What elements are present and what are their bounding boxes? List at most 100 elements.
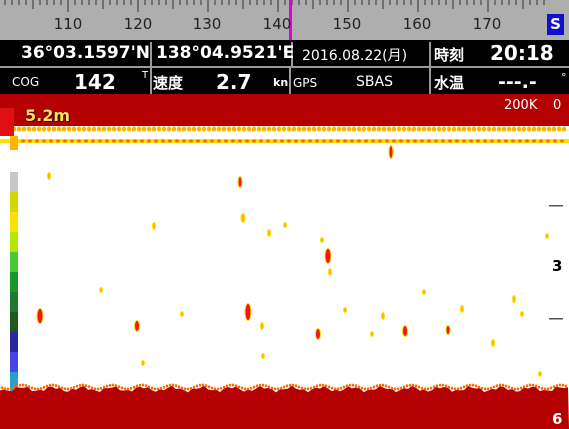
seabed-edge-dot [36,387,40,391]
surface-noise-dot [63,139,67,143]
seabed-edge-dot [426,387,430,391]
surface-noise-dot [532,139,536,143]
seabed-edge-dot [273,387,277,391]
surface-noise-dot [296,126,302,132]
seabed-edge-dot [219,386,223,390]
compass-label-170: 170 [472,15,502,33]
surface-noise-dot [49,139,53,143]
surface-noise-dot [421,126,427,132]
seabed-edge-dot [468,383,472,387]
surface-noise-dot [413,139,417,143]
fish-echo [241,214,245,222]
seabed-edge-dot [507,385,511,389]
seabed-edge-dot [186,387,190,391]
seabed-edge-dot [429,386,433,390]
surface-noise-dot [476,139,480,143]
seabed-edge-dot [60,386,64,390]
surface-noise-dot [166,126,172,132]
seabed-edge-dot [138,383,142,387]
seabed-edge-dot [24,384,28,388]
compass-tick-marks [4,0,545,40]
seabed-edge-dot [501,383,505,387]
cog-label: COG [12,75,40,89]
seabed-edge-dot [69,386,73,390]
surface-noise-dot [371,126,377,132]
color-scale-top-red [0,108,14,136]
surface-noise-dot [216,126,222,132]
divider-speed-gps [289,68,291,94]
surface-noise-dot [294,139,298,143]
surface-noise-dot [121,126,127,132]
fish-echo [100,288,102,292]
surface-noise-dot [451,126,457,132]
fish-echo [344,308,346,312]
surface-noise-dot [21,139,25,143]
seabed-edge-dot [372,385,376,389]
seabed-edge-dot [216,387,220,391]
seabed-edge-dot [84,384,88,388]
surface-noise-dot [91,139,95,143]
seabed-edge-dot [390,386,394,390]
surface-noise-dot [385,139,389,143]
seabed-edge-dot [393,387,397,391]
surface-noise-dot [226,126,232,132]
seabed-edge-dot [120,386,124,390]
fish-echo [521,312,523,316]
surface-noise-dot [182,139,186,143]
surface-noise-dot [336,139,340,143]
surface-noise-dot [308,139,312,143]
seabed-edge-dot [171,383,175,387]
seabed-edge-dot [525,384,529,388]
surface-noise-dot [364,139,368,143]
seabed-edge-dot [306,387,310,391]
fish-echo [316,329,320,339]
surface-noise-dot [106,126,112,132]
surface-noise-dot [16,126,22,132]
seabed-edge-dot [351,383,355,387]
seabed-edge-dot [108,383,112,387]
seabed-edge-dot [285,384,289,388]
surface-noise-dot [504,139,508,143]
surface-noise-dot [241,126,247,132]
seabed-edge-dot [12,385,16,389]
surface-noise-dot [35,139,39,143]
degree-icon: ° [561,71,567,84]
surface-noise-dot [391,126,397,132]
seabed-edge-dot [324,384,328,388]
seabed-edge-dot [459,386,463,390]
surface-noise-dot [201,126,207,132]
divider-cog-speed [150,68,152,94]
surface-noise-dot [175,139,179,143]
color-scale-step [10,332,18,352]
fish-finder-echogram[interactable]: 5.2m 200K 0 3 6 [0,94,569,429]
surface-noise-dot [231,126,237,132]
seabed-edge-dot [129,386,133,390]
surface-noise-dot [189,139,193,143]
fish-echo [181,312,183,316]
surface-noise-dot [131,126,137,132]
seabed-edge-dot [339,386,343,390]
seabed-edge-dot [18,383,22,387]
depth-scale-mid: 3 [552,257,563,275]
surface-noise-dot [420,139,424,143]
depth-scale-tick [549,205,563,207]
bottom-depth-readout: 5.2m [25,106,71,125]
surface-noise-dot [86,126,92,132]
surface-noise-dot [551,126,557,132]
surface-noise-dot [266,126,272,132]
surface-noise-dot [501,126,507,132]
seabed-edge-dot [9,386,13,390]
surface-noise-dot [526,126,532,132]
surface-noise-dot [434,139,438,143]
seabed-edge-dot [408,383,412,387]
seabed-edge-dot [336,387,340,391]
fish-echo [284,223,286,227]
surface-noise-dot [356,126,362,132]
surface-noise-dot [70,139,74,143]
surface-noise-dot [392,139,396,143]
seabed-edge-dot [414,384,418,388]
seabed-edge-dot [435,384,439,388]
surface-noise-dot [41,126,47,132]
surface-noise-dot [98,139,102,143]
depth-scale-bottom: 6 [552,410,563,428]
